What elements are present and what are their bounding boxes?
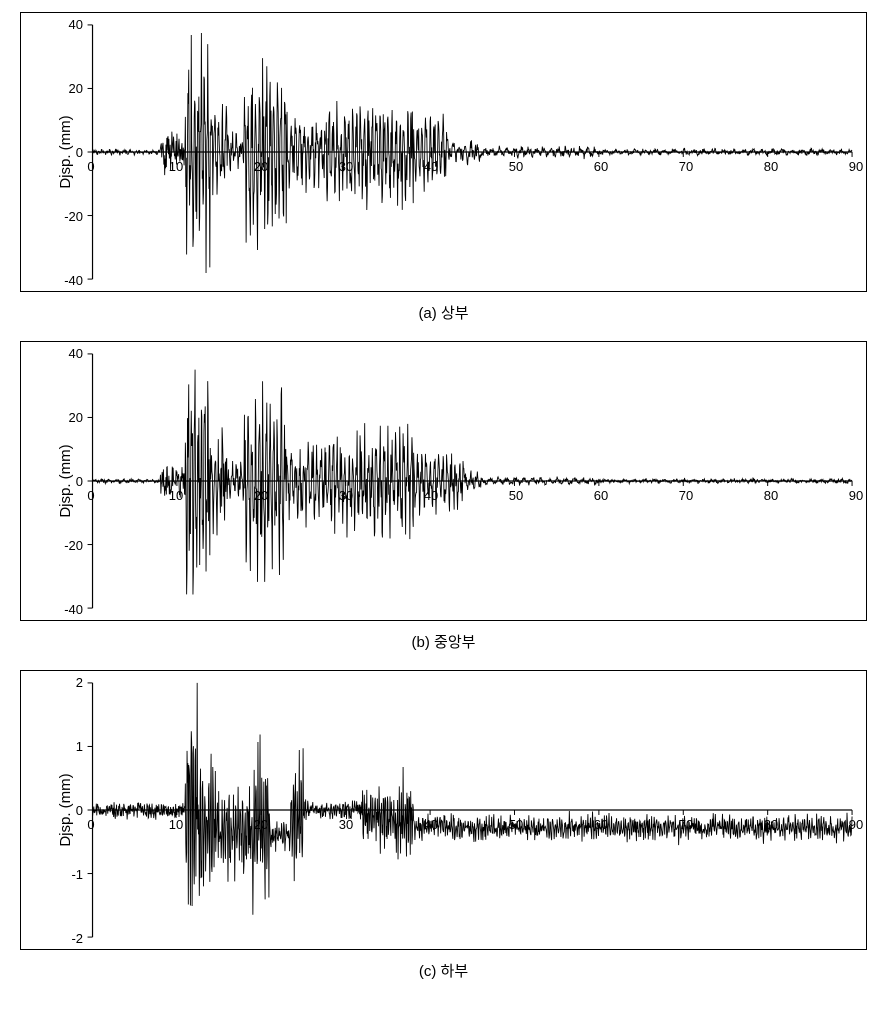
xtick-label: 50 bbox=[509, 159, 523, 174]
xtick-label: 50 bbox=[509, 488, 523, 503]
xtick-label: 70 bbox=[679, 817, 693, 832]
chart-panel: -40-20020400102030405060708090Djsp. (mm)… bbox=[20, 12, 867, 323]
ytick-label: 1 bbox=[47, 739, 83, 754]
y-axis-label: Djsp. (mm) bbox=[57, 773, 74, 846]
ytick-label: -40 bbox=[47, 602, 83, 617]
ytick-label: 40 bbox=[47, 17, 83, 32]
ytick-label: -20 bbox=[47, 209, 83, 224]
ytick-label: -20 bbox=[47, 538, 83, 553]
xtick-label: 20 bbox=[254, 817, 268, 832]
ytick-label: -40 bbox=[47, 273, 83, 288]
xtick-label: 90 bbox=[849, 488, 863, 503]
panel-caption: (b) 중앙부 bbox=[20, 631, 867, 652]
xtick-label: 90 bbox=[849, 159, 863, 174]
chart-svg bbox=[21, 671, 866, 949]
xtick-label: 30 bbox=[339, 817, 353, 832]
ytick-label: 2 bbox=[47, 675, 83, 690]
xtick-label: 10 bbox=[169, 159, 183, 174]
ytick-label: 20 bbox=[47, 410, 83, 425]
xtick-label: 60 bbox=[594, 159, 608, 174]
xtick-label: 30 bbox=[339, 488, 353, 503]
xtick-label: 0 bbox=[87, 488, 94, 503]
signal-line bbox=[93, 33, 853, 273]
signal-line bbox=[93, 683, 853, 915]
xtick-label: 30 bbox=[339, 159, 353, 174]
chart-svg bbox=[21, 342, 866, 620]
xtick-label: 0 bbox=[87, 159, 94, 174]
xtick-label: 40 bbox=[424, 817, 438, 832]
ytick-label: 20 bbox=[47, 81, 83, 96]
xtick-label: 60 bbox=[594, 817, 608, 832]
xtick-label: 70 bbox=[679, 159, 693, 174]
xtick-label: 20 bbox=[254, 488, 268, 503]
signal-line bbox=[93, 370, 853, 595]
panel-caption: (a) 상부 bbox=[20, 302, 867, 323]
panel-caption: (c) 하부 bbox=[20, 960, 867, 981]
ytick-label: -1 bbox=[47, 867, 83, 882]
chart-panel: -40-20020400102030405060708090Djsp. (mm)… bbox=[20, 341, 867, 652]
xtick-label: 10 bbox=[169, 488, 183, 503]
xtick-label: 10 bbox=[169, 817, 183, 832]
chart-panel: -2-10120102030405060708090Djsp. (mm)(c) … bbox=[20, 670, 867, 981]
ytick-label: -2 bbox=[47, 931, 83, 946]
xtick-label: 80 bbox=[764, 488, 778, 503]
xtick-label: 70 bbox=[679, 488, 693, 503]
y-axis-label: Djsp. (mm) bbox=[57, 115, 74, 188]
xtick-label: 90 bbox=[849, 817, 863, 832]
xtick-label: 20 bbox=[254, 159, 268, 174]
xtick-label: 0 bbox=[87, 817, 94, 832]
xtick-label: 80 bbox=[764, 817, 778, 832]
xtick-label: 80 bbox=[764, 159, 778, 174]
chart-plot-area: -2-10120102030405060708090Djsp. (mm) bbox=[20, 670, 867, 950]
xtick-label: 40 bbox=[424, 488, 438, 503]
y-axis-label: Djsp. (mm) bbox=[57, 444, 74, 517]
chart-plot-area: -40-20020400102030405060708090Djsp. (mm) bbox=[20, 341, 867, 621]
xtick-label: 40 bbox=[424, 159, 438, 174]
xtick-label: 50 bbox=[509, 817, 523, 832]
chart-plot-area: -40-20020400102030405060708090Djsp. (mm) bbox=[20, 12, 867, 292]
ytick-label: 40 bbox=[47, 346, 83, 361]
xtick-label: 60 bbox=[594, 488, 608, 503]
chart-svg bbox=[21, 13, 866, 291]
